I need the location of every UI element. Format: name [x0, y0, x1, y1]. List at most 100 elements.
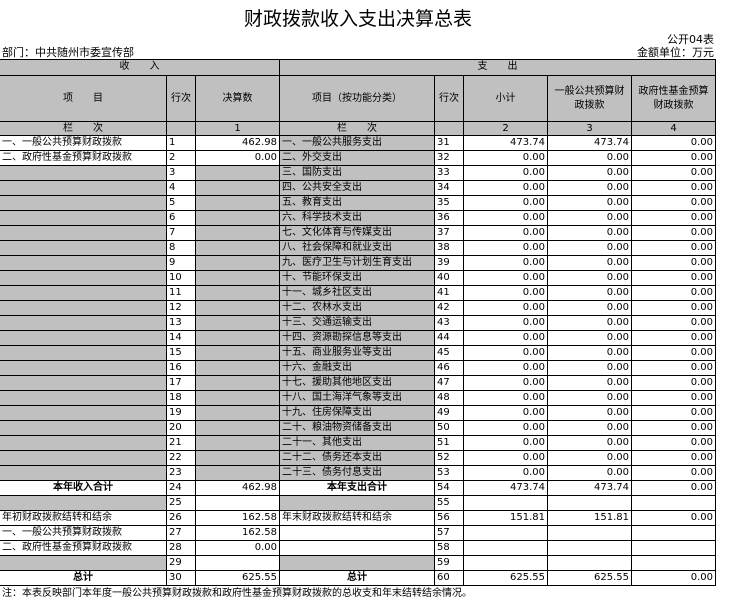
- table-cell: [196, 301, 280, 316]
- table-cell: 0.00: [632, 436, 716, 451]
- table-cell: 0.00: [548, 361, 632, 376]
- table-cell: 0.00: [548, 226, 632, 241]
- table-cell: 0.00: [196, 151, 280, 166]
- table-cell: 十一、城乡社区支出: [280, 286, 435, 301]
- table-cell: 0.00: [464, 421, 548, 436]
- table-cell: [196, 556, 280, 571]
- table-cell: [196, 331, 280, 346]
- table-cell: 八、社会保障和就业支出: [280, 241, 435, 256]
- table-no: 公开04表: [667, 33, 714, 46]
- table-cell: 一、一般公共预算财政拨款: [0, 136, 167, 151]
- table-cell: [632, 541, 716, 556]
- table-cell: 0.00: [632, 241, 716, 256]
- table-cell: 50: [435, 421, 464, 436]
- table-cell: 17: [167, 376, 196, 391]
- table-cell: 0.00: [464, 466, 548, 481]
- table-cell: 45: [435, 346, 464, 361]
- table-cell: 473.74: [548, 481, 632, 496]
- table-cell: 0.00: [632, 391, 716, 406]
- table-cell: 0.00: [548, 241, 632, 256]
- table-cell: 625.55: [464, 571, 548, 586]
- table-cell: 0.00: [464, 436, 548, 451]
- column-header: 行次: [435, 76, 464, 122]
- table-cell: 0.00: [632, 346, 716, 361]
- table-cell: 0.00: [632, 256, 716, 271]
- table-cell: 473.74: [464, 481, 548, 496]
- table-cell: 0.00: [548, 256, 632, 271]
- table-cell: 58: [435, 541, 464, 556]
- column-header: 项 目: [0, 76, 167, 122]
- table-cell: 151.81: [464, 511, 548, 526]
- table-cell: [280, 556, 435, 571]
- table-cell: 2: [167, 151, 196, 166]
- table-cell: [0, 361, 167, 376]
- table-cell: [196, 271, 280, 286]
- table-cell: 0.00: [464, 346, 548, 361]
- table-cell: 九、医疗卫生与计划生育支出: [280, 256, 435, 271]
- table-cell: 10: [167, 271, 196, 286]
- column-header: 行次: [167, 76, 196, 122]
- table-cell: 462.98: [196, 136, 280, 151]
- table-cell: 4: [167, 181, 196, 196]
- table-cell: 43: [435, 316, 464, 331]
- table-cell: 162.58: [196, 526, 280, 541]
- table-cell: 0.00: [464, 286, 548, 301]
- table-cell: 0.00: [632, 151, 716, 166]
- table-cell: 473.74: [464, 136, 548, 151]
- table-cell: 0.00: [632, 361, 716, 376]
- table-cell: 0.00: [548, 421, 632, 436]
- table-cell: [464, 541, 548, 556]
- lanci-cell: [167, 122, 196, 136]
- table-cell: [0, 241, 167, 256]
- table-cell: [196, 286, 280, 301]
- table-cell: [0, 196, 167, 211]
- table-cell: 48: [435, 391, 464, 406]
- table-cell: [196, 211, 280, 226]
- lanci-cell: [435, 122, 464, 136]
- table-cell: 0.00: [464, 181, 548, 196]
- table-cell: 29: [167, 556, 196, 571]
- table-cell: 总计: [0, 571, 167, 586]
- table-cell: 36: [435, 211, 464, 226]
- table-cell: 0.00: [632, 316, 716, 331]
- table-cell: [280, 526, 435, 541]
- table-cell: [196, 406, 280, 421]
- table-cell: 十二、农林水支出: [280, 301, 435, 316]
- table-cell: 54: [435, 481, 464, 496]
- table-cell: [0, 466, 167, 481]
- table-cell: [0, 286, 167, 301]
- table-cell: [0, 331, 167, 346]
- table-cell: 0.00: [464, 451, 548, 466]
- table-cell: 0.00: [548, 436, 632, 451]
- table-cell: [548, 556, 632, 571]
- table-cell: [0, 271, 167, 286]
- table-cell: 0.00: [548, 181, 632, 196]
- table-cell: 9: [167, 256, 196, 271]
- table-cell: 0.00: [548, 391, 632, 406]
- table-cell: 15: [167, 346, 196, 361]
- table-cell: [548, 496, 632, 511]
- table-cell: 二、外交支出: [280, 151, 435, 166]
- table-cell: 0.00: [632, 376, 716, 391]
- lanci-cell: 2: [464, 122, 548, 136]
- table-cell: 年末财政拨款结转和结余: [280, 511, 435, 526]
- table-cell: 26: [167, 511, 196, 526]
- table-cell: 21: [167, 436, 196, 451]
- table-border: [0, 59, 716, 60]
- table-cell: 十六、金融支出: [280, 361, 435, 376]
- table-cell: 0.00: [548, 376, 632, 391]
- table-cell: [196, 226, 280, 241]
- table-cell: [0, 301, 167, 316]
- table-cell: 34: [435, 181, 464, 196]
- table-cell: 18: [167, 391, 196, 406]
- table-cell: 151.81: [548, 511, 632, 526]
- table-cell: 462.98: [196, 481, 280, 496]
- table-cell: [0, 166, 167, 181]
- table-cell: [196, 181, 280, 196]
- table-cell: [196, 346, 280, 361]
- table-cell: 0.00: [548, 166, 632, 181]
- table-cell: 22: [167, 451, 196, 466]
- table-cell: 十五、商业服务业等支出: [280, 346, 435, 361]
- table-cell: 一、一般公共预算财政拨款: [0, 526, 167, 541]
